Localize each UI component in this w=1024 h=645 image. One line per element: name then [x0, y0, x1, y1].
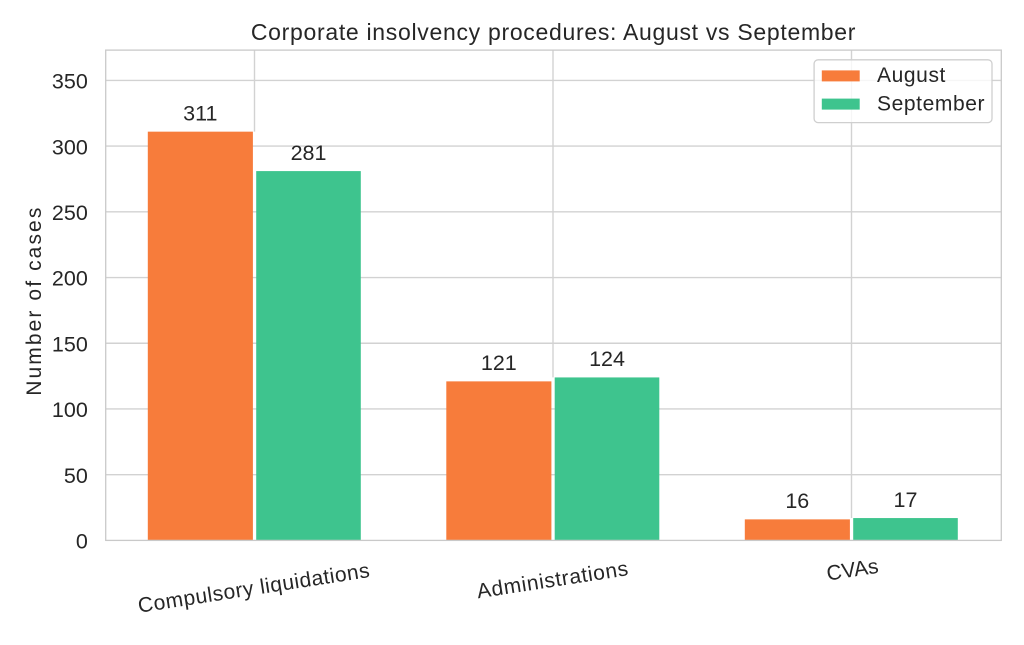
svg-text:124: 124	[589, 347, 625, 371]
svg-text:281: 281	[291, 141, 327, 165]
svg-text:311: 311	[183, 102, 217, 126]
svg-text:September: September	[877, 93, 985, 116]
svg-text:350: 350	[52, 70, 88, 94]
svg-text:150: 150	[52, 333, 88, 357]
svg-text:August: August	[877, 64, 946, 87]
svg-text:50: 50	[64, 464, 88, 488]
svg-text:121: 121	[481, 351, 517, 375]
svg-text:0: 0	[76, 530, 88, 554]
svg-text:250: 250	[52, 201, 88, 225]
svg-text:17: 17	[894, 488, 918, 512]
svg-text:100: 100	[52, 398, 88, 422]
svg-text:300: 300	[52, 135, 88, 159]
svg-text:Number of cases: Number of cases	[23, 206, 46, 396]
svg-text:16: 16	[785, 489, 809, 513]
svg-text:Corporate insolvency procedure: Corporate insolvency procedures: August …	[251, 19, 856, 45]
svg-text:200: 200	[52, 267, 88, 291]
